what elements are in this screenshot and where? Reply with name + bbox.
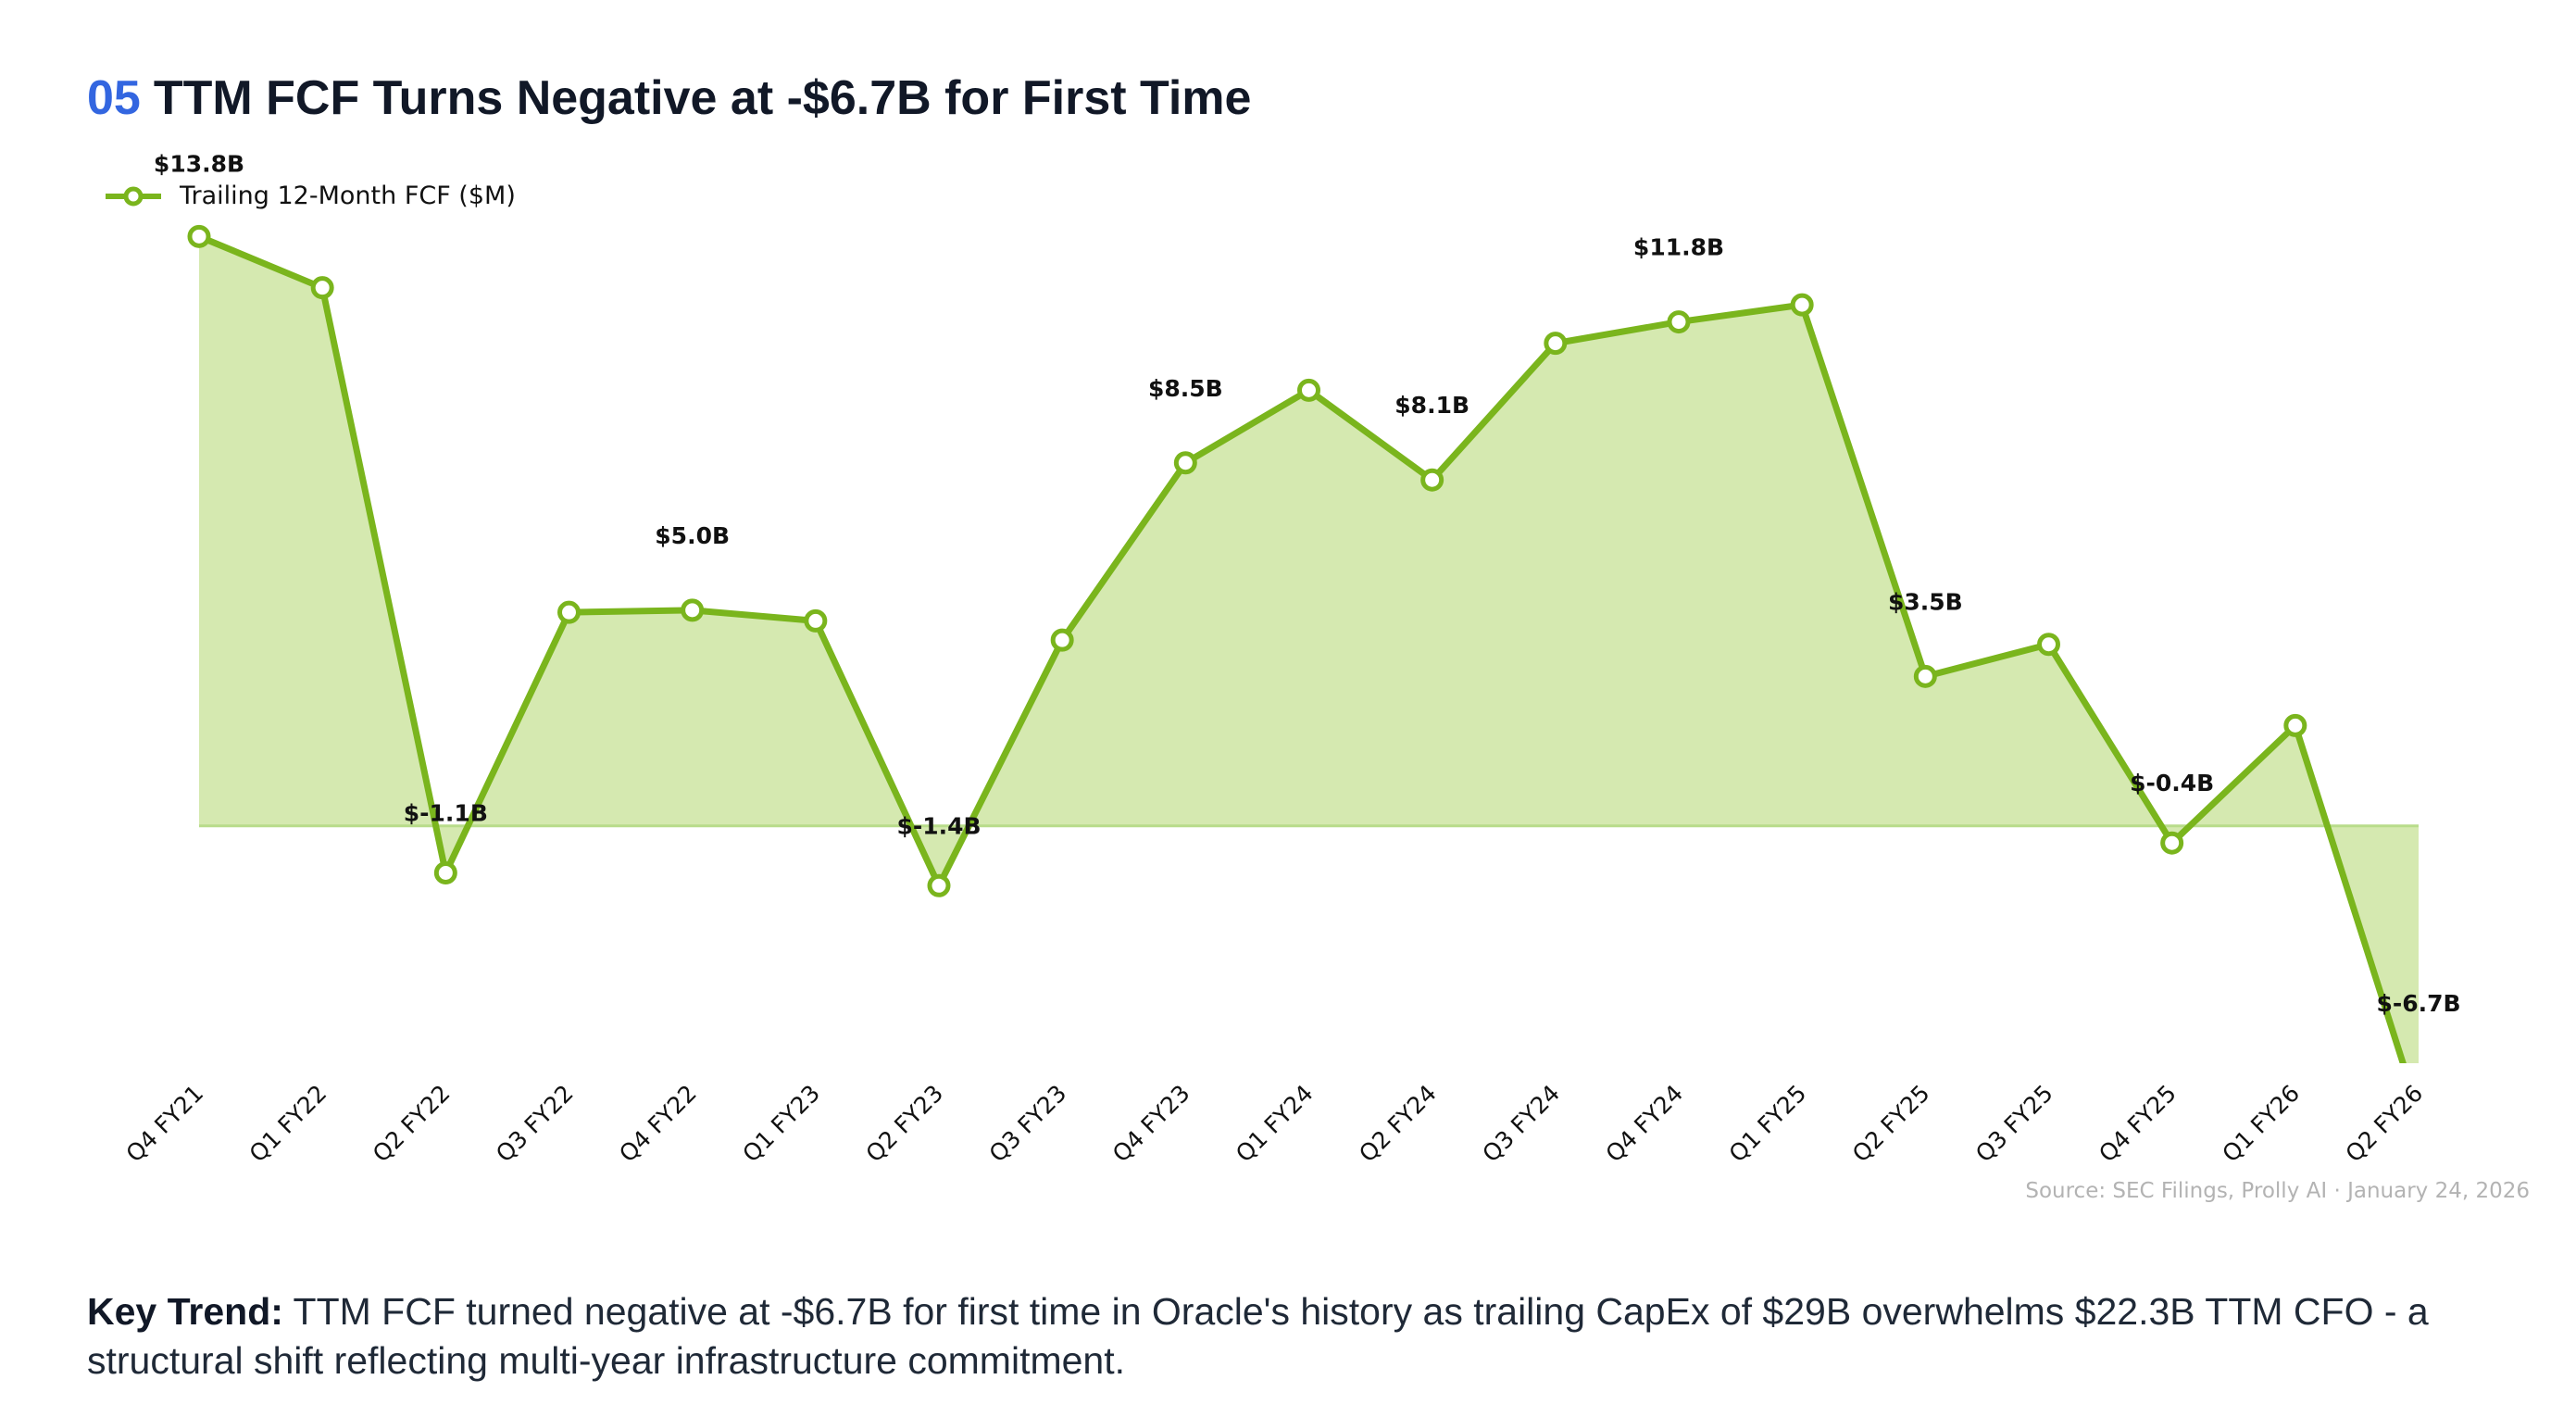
key-trend-label: Key Trend:	[87, 1290, 283, 1333]
x-tick-label: Q4 FY23	[1107, 1080, 1195, 1167]
data-label: $8.5B	[1148, 375, 1223, 402]
x-tick-labels: Q4 FY21 Q1 FY22 Q2 FY22 Q3 FY22 Q4 FY22 Q1 FY…	[120, 1080, 2428, 1167]
x-tick-label: Q2 FY23	[860, 1080, 948, 1167]
x-tick-label: Q4 FY24	[1600, 1080, 1688, 1167]
data-point	[681, 598, 705, 622]
x-tick-label: Q1 FY23	[737, 1080, 825, 1167]
key-trend-text: TTM FCF turned negative at -$6.7B for fi…	[87, 1290, 2429, 1383]
data-point	[1173, 451, 1197, 475]
data-label: $-1.4B	[896, 812, 981, 839]
x-tick-label: Q2 FY25	[1847, 1080, 1935, 1167]
x-tick-label: Q2 FY22	[368, 1080, 456, 1167]
data-point	[927, 873, 951, 897]
page-title: 05 TTM FCF Turns Negative at -$6.7B for F…	[87, 71, 1252, 125]
data-label: $5.0B	[655, 522, 730, 549]
key-trend: Key Trend: TTM FCF turned negative at -$…	[87, 1287, 2495, 1386]
data-point	[2037, 633, 2060, 657]
data-label: $-0.4B	[2130, 770, 2214, 796]
data-point	[310, 276, 334, 300]
data-point	[187, 224, 211, 248]
x-tick-label: Q3 FY23	[984, 1080, 1072, 1167]
fcf-chart: $13.8B $-1.1B $5.0B $-1.4B $8.5B $8.1B $11.8B $…	[120, 150, 2461, 1167]
legend-label: Trailing 12-Month FCF ($M)	[180, 182, 516, 210]
data-point	[557, 600, 581, 624]
x-tick-label: Q1 FY24	[1231, 1080, 1319, 1167]
x-tick-label: Q2 FY24	[1354, 1080, 1442, 1167]
x-tick-label: Q2 FY26	[2340, 1080, 2428, 1167]
data-point	[1667, 310, 1691, 334]
x-tick-label: Q1 FY22	[244, 1080, 332, 1167]
data-label: $13.8B	[154, 150, 244, 177]
series-area-fill	[199, 236, 2419, 1063]
data-point	[433, 860, 457, 884]
data-point	[1544, 332, 1568, 356]
data-point	[1913, 664, 1937, 688]
x-tick-label: Q3 FY24	[1477, 1080, 1565, 1167]
chart-area	[199, 236, 2419, 1063]
source-note: Source: SEC Filings, Prolly AI · January…	[2025, 1179, 2530, 1203]
data-label: $-6.7B	[2376, 990, 2460, 1017]
chart-legend: Trailing 12-Month FCF ($M)	[104, 182, 516, 210]
data-point	[804, 608, 828, 633]
x-tick-label: Q3 FY22	[491, 1080, 579, 1167]
data-points	[187, 224, 2307, 897]
data-point	[2283, 713, 2307, 737]
x-tick-label: Q4 FY22	[614, 1080, 702, 1167]
section-number: 05	[87, 71, 141, 125]
x-tick-label: Q4 FY25	[2094, 1080, 2182, 1167]
data-point	[1297, 378, 1320, 402]
x-tick-label: Q3 FY25	[1970, 1080, 2058, 1167]
legend-line-marker-icon	[106, 186, 161, 206]
x-tick-label: Q4 FY21	[120, 1080, 208, 1167]
data-point	[1790, 293, 1814, 317]
data-point	[1420, 468, 1444, 492]
x-tick-label: Q1 FY25	[1724, 1080, 1812, 1167]
data-label: $8.1B	[1394, 392, 1469, 419]
data-point	[1050, 628, 1074, 652]
data-label: $11.8B	[1633, 234, 1724, 261]
data-label: $-1.1B	[404, 799, 488, 826]
title-text: TTM FCF Turns Negative at -$6.7B for Fir…	[153, 71, 1252, 125]
x-tick-label: Q1 FY26	[2217, 1080, 2305, 1167]
data-label: $3.5B	[1888, 588, 1963, 615]
data-labels: $13.8B $-1.1B $5.0B $-1.4B $8.5B $8.1B $11.8B $…	[154, 150, 2461, 1017]
data-point	[2160, 831, 2184, 855]
